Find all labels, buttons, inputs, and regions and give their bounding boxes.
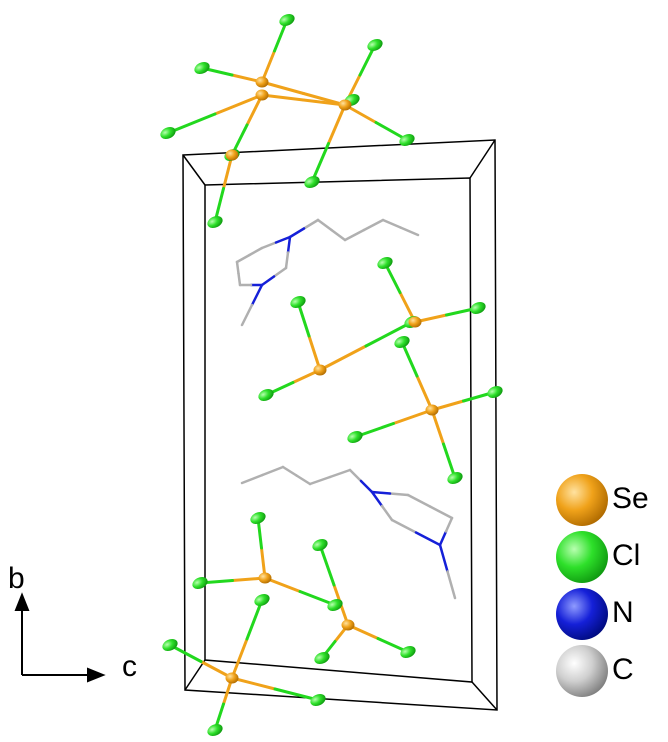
legend-swatch: [556, 474, 608, 526]
atom: [397, 132, 416, 149]
axis-label-c: c: [122, 650, 137, 683]
atom: [256, 77, 269, 88]
bond: [275, 689, 318, 700]
atom: [226, 150, 239, 161]
bond: [239, 274, 241, 286]
bond: [232, 639, 247, 678]
bond: [332, 230, 346, 240]
bond: [290, 229, 304, 238]
bond: [276, 237, 290, 243]
axes-indicator: [16, 595, 103, 681]
atom: [192, 60, 211, 77]
bond: [446, 518, 452, 532]
bond: [286, 253, 288, 269]
atom: [158, 125, 177, 142]
atom: [226, 673, 239, 684]
bond: [262, 82, 304, 94]
bond: [408, 495, 430, 507]
axis-label-b: b: [8, 562, 25, 595]
atom: [288, 294, 307, 311]
bond: [392, 520, 416, 533]
bond: [310, 477, 330, 484]
bond: [329, 105, 346, 144]
atom: [277, 12, 296, 29]
atom: [409, 317, 422, 328]
bond: [232, 678, 275, 689]
legend: Se Cl NC: [556, 474, 649, 697]
bond: [364, 220, 383, 230]
atom: [312, 650, 331, 667]
bond: [237, 255, 250, 262]
bond: [320, 545, 334, 585]
bond: [262, 277, 274, 286]
atom: [308, 692, 327, 709]
bond: [361, 481, 372, 492]
atom: [375, 255, 394, 272]
bond: [288, 237, 290, 253]
atom: [256, 387, 275, 404]
legend-swatch: [556, 588, 608, 640]
legend-label: Se: [612, 482, 649, 515]
atom: [392, 334, 411, 351]
atom: [342, 620, 355, 631]
bond: [345, 230, 364, 240]
legend-label: Cl: [612, 539, 640, 572]
molecules: [158, 12, 504, 739]
bond: [330, 470, 350, 477]
bond: [448, 572, 456, 599]
legend-label: N: [612, 596, 634, 629]
atom: [345, 429, 364, 446]
bond: [401, 228, 419, 236]
atom: [205, 722, 224, 739]
unit-cell: [183, 140, 497, 710]
bond: [402, 342, 417, 376]
bond: [440, 532, 446, 546]
bond: [252, 285, 262, 305]
atom: [468, 300, 487, 317]
legend-swatch: [556, 531, 608, 583]
bond: [372, 492, 382, 506]
atom: [252, 592, 271, 609]
atom: [339, 100, 352, 111]
atom: [310, 537, 329, 554]
bond: [372, 492, 390, 494]
atom: [445, 470, 464, 487]
atom: [398, 644, 417, 661]
bond: [262, 243, 276, 249]
bond: [430, 507, 452, 519]
bond: [440, 545, 448, 572]
crystal-structure: b c Se Cl NC: [0, 0, 668, 742]
legend-swatch: [556, 645, 608, 697]
atom: [259, 573, 272, 584]
bond: [274, 268, 286, 277]
bond: [250, 248, 263, 255]
atom: [160, 637, 179, 654]
atom: [426, 405, 439, 416]
bond: [320, 346, 366, 370]
atom: [256, 90, 269, 101]
atom: [485, 384, 504, 401]
bond: [318, 220, 332, 230]
legend-label: C: [612, 653, 634, 686]
bond: [242, 305, 252, 325]
bond: [283, 467, 297, 476]
bond: [382, 506, 392, 520]
bond: [390, 494, 408, 496]
atom: [314, 365, 327, 376]
bond: [297, 476, 311, 485]
atom: [190, 575, 209, 592]
bond: [383, 220, 401, 228]
bond: [304, 220, 318, 229]
bond: [263, 467, 284, 475]
atom: [365, 37, 384, 54]
bond: [237, 262, 239, 274]
bond: [416, 533, 440, 546]
bond: [350, 470, 361, 481]
bond: [242, 475, 263, 483]
atom: [302, 174, 321, 191]
